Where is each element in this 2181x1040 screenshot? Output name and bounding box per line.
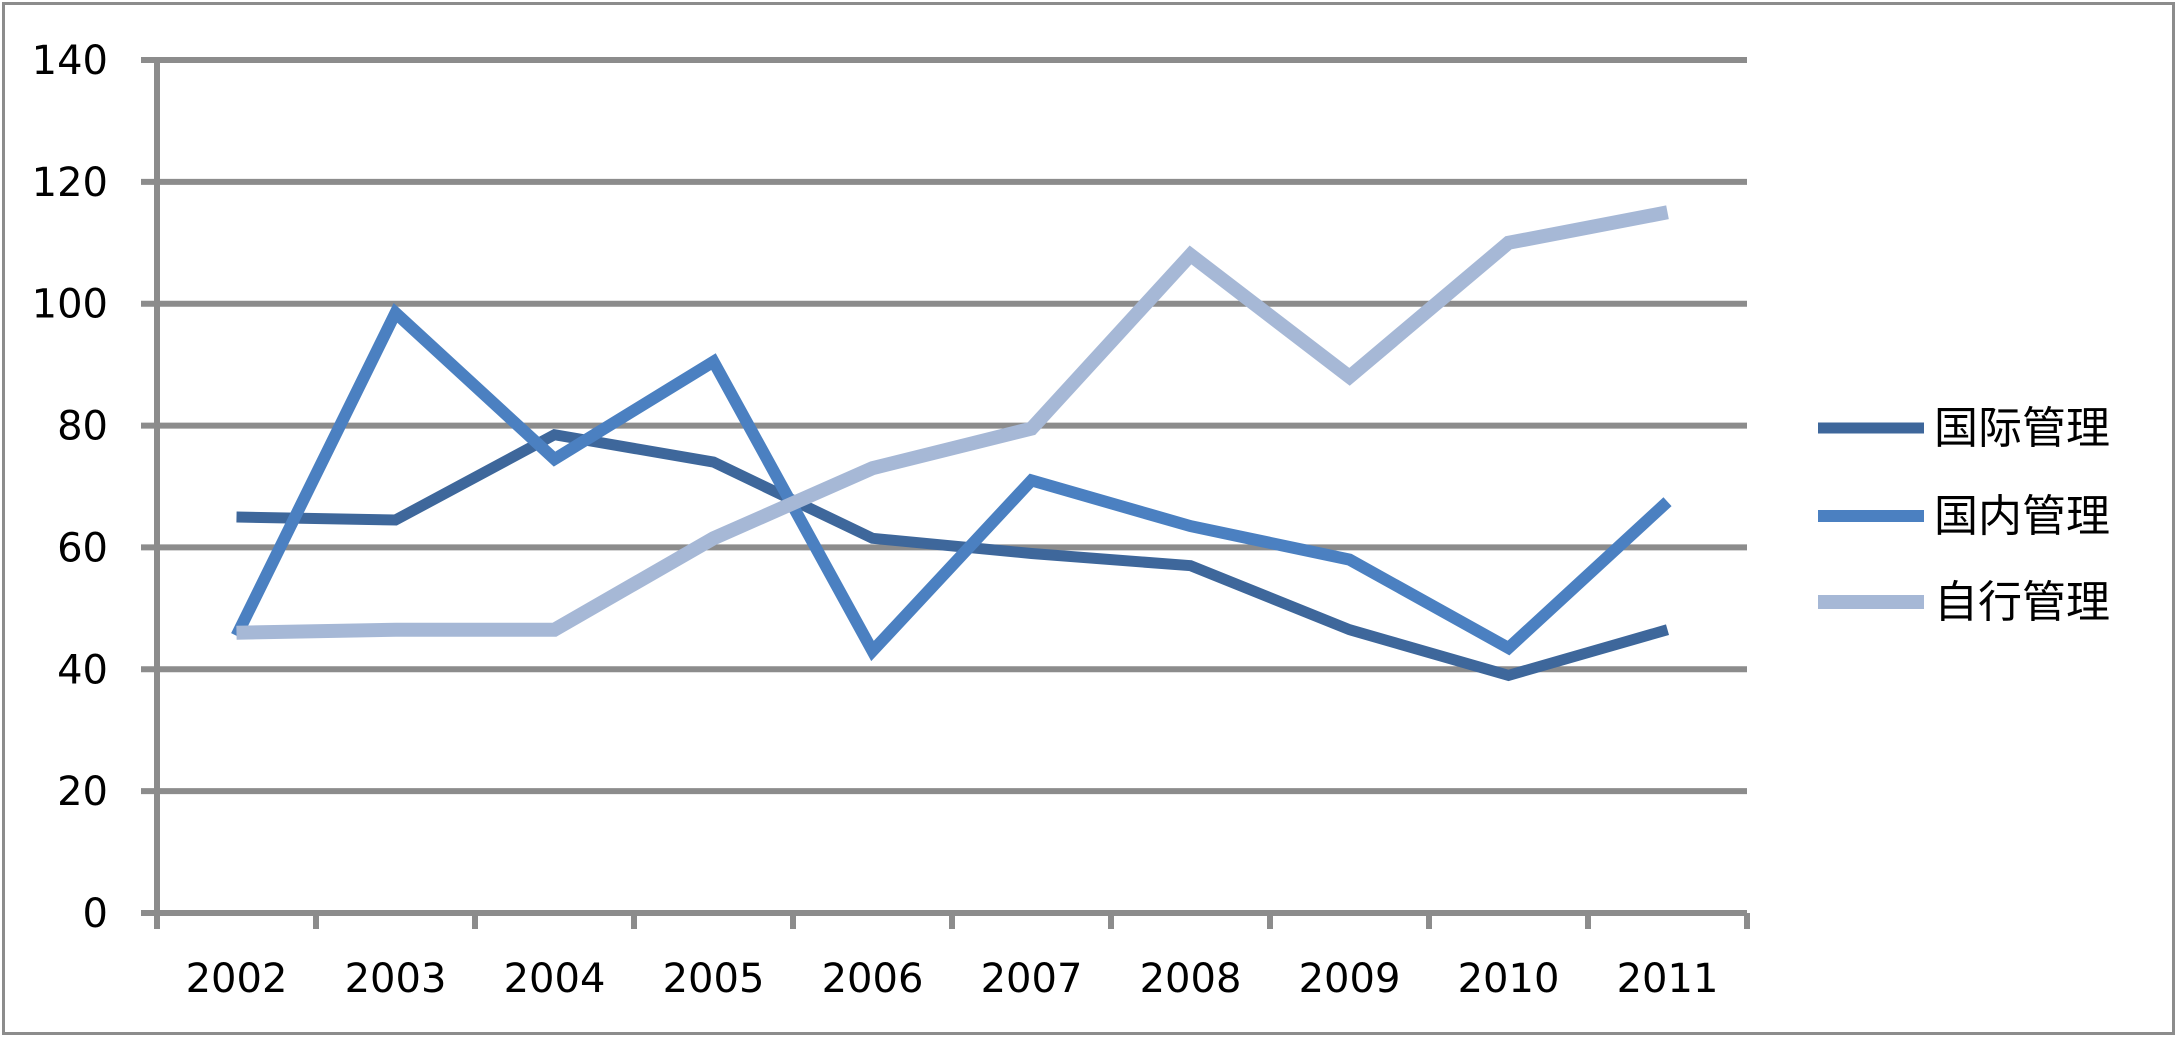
axes (141, 58, 1750, 929)
y-tick-label: 0 (83, 891, 108, 937)
legend-label-0: 国际管理 (1934, 403, 2110, 454)
x-tick-label: 2005 (663, 956, 765, 1002)
y-tick-label: 20 (57, 769, 108, 815)
y-tick-label: 140 (32, 38, 108, 84)
y-tick-label: 40 (57, 647, 108, 693)
y-tick-label: 120 (32, 160, 108, 206)
x-tick-label: 2003 (345, 956, 447, 1002)
y-tick-label: 100 (32, 282, 108, 328)
y-tick-label: 80 (57, 404, 108, 450)
series-line-0 (236, 428, 1670, 682)
x-tick-label: 2011 (1617, 956, 1719, 1002)
legend-label-1: 国内管理 (1934, 491, 2110, 542)
x-tick-label: 2010 (1458, 956, 1560, 1002)
series-line-1 (231, 303, 1672, 662)
x-tick-labels: 2002 2003 2004 2005 2006 2007 2008 2009 2010 2011 (186, 956, 1719, 1002)
gridlines (141, 57, 1747, 795)
legend-label-2: 自行管理 (1934, 577, 2110, 628)
x-tick-label: 2004 (504, 956, 606, 1002)
y-tick-labels: 0 20 40 60 80 100 120 140 (32, 38, 108, 937)
series-line-2 (236, 205, 1669, 640)
x-tick-label: 2008 (1140, 956, 1242, 1002)
x-tick-label: 2007 (981, 956, 1083, 1002)
y-tick-label: 60 (57, 525, 108, 571)
x-tick-label: 2009 (1299, 956, 1401, 1002)
series-lines (231, 205, 1672, 682)
x-tick-label: 2002 (186, 956, 288, 1002)
x-tick-label: 2006 (822, 956, 924, 1002)
